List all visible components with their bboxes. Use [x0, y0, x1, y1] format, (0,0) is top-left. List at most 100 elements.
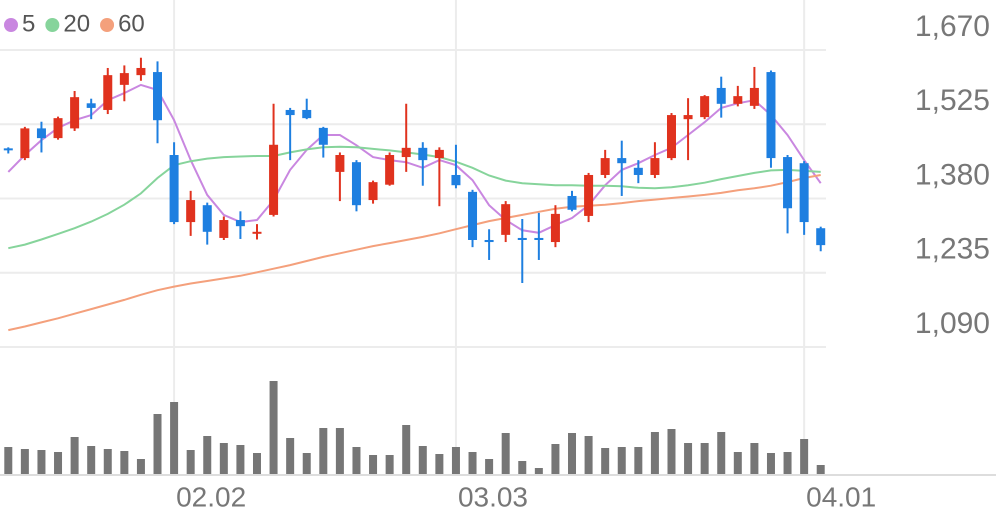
- volume-bar: [302, 453, 311, 474]
- candle-body: [650, 158, 660, 175]
- candle-body: [103, 75, 113, 110]
- candle-body: [186, 200, 196, 223]
- volume-bar: [286, 438, 295, 474]
- legend-label: 20: [63, 10, 90, 37]
- candle-body: [136, 67, 146, 76]
- volume-bar: [369, 455, 378, 474]
- candle-body: [633, 167, 643, 175]
- candle-body: [20, 128, 30, 159]
- candle-body: [766, 72, 776, 159]
- volume-bar: [335, 428, 344, 474]
- volume-bar: [120, 451, 129, 474]
- ma-line: [8, 145, 821, 250]
- candle-body: [418, 147, 428, 161]
- x-tick-label: 02.02: [176, 481, 246, 512]
- volume-bar: [20, 449, 29, 474]
- y-tick-label: 1,525: [915, 84, 990, 117]
- volume-bar: [319, 428, 328, 474]
- volume-bar: [800, 439, 809, 474]
- volume-bar: [418, 446, 427, 474]
- volume-bar: [617, 447, 626, 474]
- volume-bar: [667, 429, 676, 474]
- volume-bar: [518, 461, 527, 474]
- volume-bar: [766, 453, 775, 474]
- volume-bar: [451, 447, 460, 474]
- volume-bar: [584, 436, 593, 474]
- volume-bar: [219, 443, 228, 474]
- candle-body: [501, 204, 511, 235]
- candle-body: [666, 115, 676, 159]
- volume-bar: [70, 437, 79, 474]
- candle-body: [36, 128, 46, 139]
- candle-body: [534, 237, 544, 240]
- legend-label: 5: [22, 10, 35, 37]
- candle-body: [252, 231, 262, 234]
- legend-label: 60: [118, 10, 145, 37]
- candle-body: [269, 144, 279, 215]
- candle-body: [484, 239, 494, 243]
- candle-body: [716, 87, 726, 104]
- volume-bar: [37, 450, 46, 474]
- y-tick-label: 1,090: [915, 307, 990, 340]
- volume-bar: [269, 381, 278, 474]
- candle-body: [749, 87, 759, 106]
- candle-body: [385, 155, 395, 185]
- candle-body: [119, 73, 129, 85]
- candle-body: [600, 158, 610, 175]
- candle-body: [468, 191, 478, 240]
- legend-marker: [45, 18, 60, 32]
- volume-bar: [650, 432, 659, 474]
- candle-body: [219, 220, 229, 238]
- candle-body: [235, 220, 245, 227]
- candle-body: [550, 213, 560, 243]
- candle-body: [517, 237, 527, 240]
- candle-body: [335, 155, 345, 172]
- candle-body: [302, 109, 312, 119]
- y-tick-label: 1,380: [915, 158, 990, 191]
- volume-bar: [4, 447, 13, 474]
- candle-body: [700, 96, 710, 118]
- candle-body: [567, 195, 577, 210]
- candle-body: [617, 158, 627, 164]
- volume-bar: [103, 449, 112, 474]
- volume-bar: [252, 453, 261, 474]
- candle-body: [285, 109, 295, 116]
- volume-bar: [485, 459, 494, 474]
- volume-bar: [601, 448, 610, 474]
- candle-body: [733, 96, 743, 104]
- volume-bar: [634, 447, 643, 474]
- x-tick-label: 04.01: [806, 481, 876, 512]
- volume-bar: [402, 425, 411, 474]
- candle-body: [169, 155, 179, 223]
- volume-bar: [54, 452, 63, 474]
- y-tick-label: 1,235: [915, 233, 990, 266]
- ma-line: [8, 174, 821, 332]
- candle-body: [70, 97, 80, 129]
- volume-bar: [750, 443, 759, 474]
- volume-bar: [203, 436, 212, 474]
- volume-bar: [186, 450, 195, 474]
- volume-bar: [170, 402, 179, 474]
- legend-marker: [4, 18, 18, 32]
- volume-bar: [352, 447, 361, 474]
- volume-bar: [816, 465, 825, 474]
- volume-bar: [153, 414, 162, 474]
- candle-body: [799, 163, 809, 223]
- candle-body: [816, 228, 826, 246]
- candle-body: [401, 147, 411, 158]
- volume-bar: [435, 454, 444, 474]
- y-tick-label: 1,670: [915, 10, 990, 43]
- volume-bar: [501, 433, 510, 474]
- candle-body: [783, 157, 793, 209]
- candle-body: [3, 148, 13, 151]
- volume-bar: [700, 443, 709, 474]
- candle-body: [434, 149, 444, 159]
- candle-body: [202, 205, 212, 232]
- candle-body: [86, 103, 96, 108]
- volume-bar: [385, 455, 394, 474]
- candle-body: [451, 174, 461, 186]
- candle-body: [53, 118, 63, 139]
- candle-body: [368, 182, 378, 201]
- volume-bar: [568, 433, 577, 474]
